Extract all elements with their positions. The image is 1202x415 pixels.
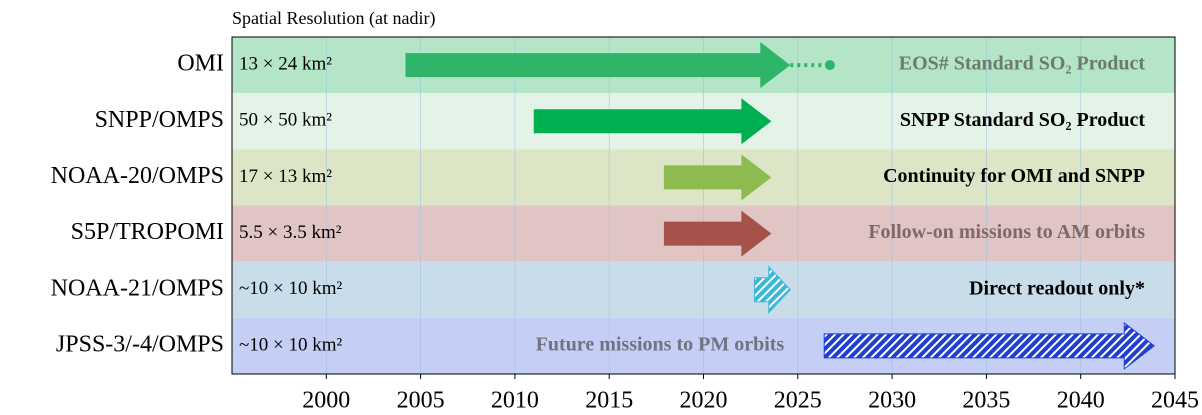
x-tick-label: 2035 [962, 388, 1010, 414]
x-tick-label: 2020 [680, 388, 728, 414]
x-tick-label: 2030 [868, 388, 916, 414]
row-name: NOAA-20/OMPS [51, 163, 224, 189]
mission-arrow [753, 265, 791, 315]
x-tick-label: 2025 [774, 388, 822, 414]
resolution: 17 × 13 km² [239, 166, 332, 187]
mission-note: Future missions to PM orbits [536, 334, 785, 356]
row-name: NOAA-21/OMPS [51, 275, 224, 301]
x-tick-label: 2015 [585, 388, 633, 414]
x-tick-label: 2045 [1151, 388, 1199, 414]
mission-note: Follow-on missions to AM orbits [868, 221, 1145, 243]
row-name: OMI [177, 51, 224, 77]
mission-arrow [663, 210, 772, 257]
x-tick-label: 2010 [491, 388, 539, 414]
x-tick-label: 2005 [397, 388, 445, 414]
mission-arrow [405, 42, 791, 89]
row-name: JPSS-3/-4/OMPS [56, 331, 224, 357]
mission-note: EOS# Standard SO₂ Product [899, 53, 1146, 75]
x-tick-label: 2040 [1057, 388, 1105, 414]
mission-note: Continuity for OMI and SNPP [883, 165, 1145, 187]
x-tick-label: 2000 [302, 388, 350, 414]
plot-frame [231, 36, 1176, 375]
mission-note: Direct readout only* [969, 277, 1145, 299]
mission-arrow [823, 321, 1156, 370]
row-name: S5P/TROPOMI [71, 219, 224, 245]
mission-arrow [663, 154, 772, 201]
resolution: 5.5 × 3.5 km² [239, 222, 342, 243]
mission-arrow [533, 98, 772, 145]
mission-note: SNPP Standard SO₂ Product [900, 109, 1145, 131]
resolution: 50 × 50 km² [239, 110, 332, 131]
resolution: 13 × 24 km² [239, 53, 332, 74]
resolution: ~10 × 10 km² [239, 334, 343, 355]
resolution: ~10 × 10 km² [239, 278, 343, 299]
row-name: SNPP/OMPS [95, 107, 224, 133]
extension-dot [824, 60, 835, 71]
x-label: Spatial Resolution (at nadir) [232, 8, 435, 29]
